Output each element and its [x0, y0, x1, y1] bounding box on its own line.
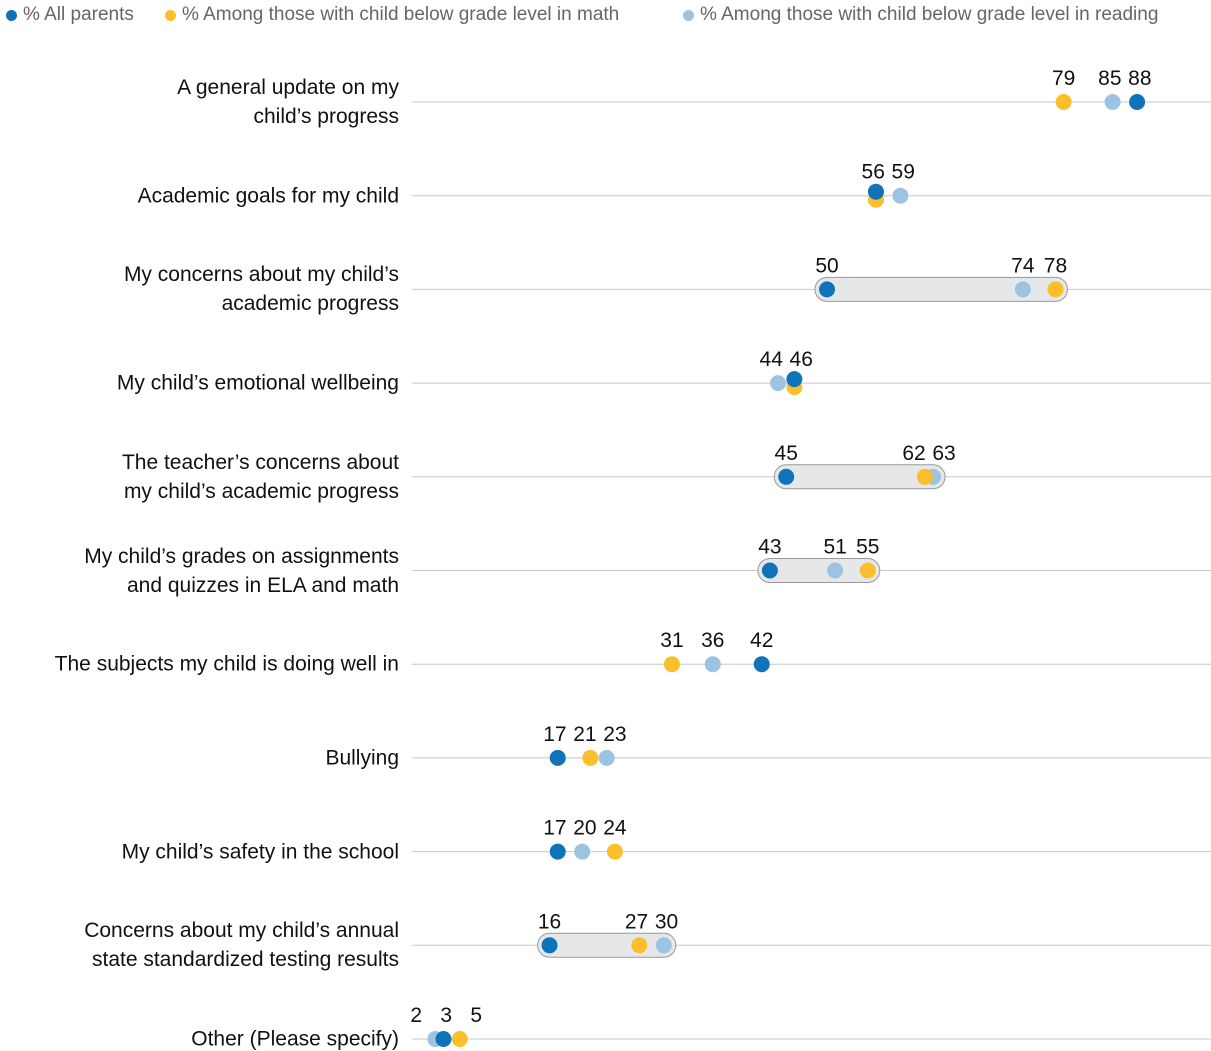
dot — [663, 656, 680, 673]
data-label: 17 — [543, 817, 566, 840]
dot — [819, 281, 835, 298]
range-capsule — [773, 464, 946, 490]
category-label: Academic goals for my child — [137, 184, 399, 208]
category-label: My child’s emotional wellbeing — [116, 371, 399, 395]
data-label: 88 — [1128, 67, 1151, 90]
category-label: The teacher’s concerns about my child’s … — [121, 450, 399, 503]
legend-item: % All parents — [6, 4, 134, 26]
data-label: 27 — [625, 910, 648, 933]
data-label: 23 — [603, 723, 626, 746]
legend-item: % Among those with child below grade lev… — [165, 4, 619, 26]
dot — [574, 843, 591, 860]
data-label: 78 — [1044, 254, 1067, 277]
data-label: 21 — [573, 723, 596, 746]
dot — [704, 656, 721, 673]
dot — [770, 375, 787, 392]
category-label: The subjects my child is doing well in — [54, 652, 399, 676]
dot — [655, 937, 672, 954]
legend-swatch — [165, 9, 176, 21]
dot — [778, 468, 795, 485]
data-label: 55 — [856, 536, 879, 559]
data-label: 79 — [1052, 67, 1075, 90]
data-label: 5 — [470, 1004, 482, 1027]
data-label: 45 — [775, 442, 798, 465]
dot — [582, 749, 599, 766]
data-label: 42 — [750, 629, 773, 652]
range-capsule — [814, 276, 1068, 302]
category-label: My child’s grades on assignments and qui… — [84, 544, 399, 597]
data-label: 50 — [815, 254, 838, 277]
dot — [549, 843, 566, 860]
dot — [867, 183, 884, 200]
data-label: 85 — [1098, 67, 1121, 90]
dot — [892, 187, 909, 204]
data-label: 20 — [573, 817, 596, 840]
data-label: 51 — [823, 536, 846, 559]
dot — [1014, 281, 1031, 298]
data-label: 3 — [440, 1004, 452, 1027]
dot — [761, 562, 778, 579]
dot — [916, 468, 933, 485]
data-label: 31 — [660, 629, 683, 652]
data-label: 63 — [932, 442, 955, 465]
data-label: 46 — [790, 348, 813, 371]
dot — [606, 843, 623, 860]
dot — [1104, 94, 1121, 110]
data-label: 24 — [603, 817, 627, 840]
category-label: My concerns about my child’s academic pr… — [123, 263, 399, 316]
data-label: 62 — [902, 442, 925, 465]
legend-label: % Among those with child below grade lev… — [700, 4, 1159, 25]
legend-item: % Among those with child below grade lev… — [683, 4, 1158, 26]
data-label: 56 — [862, 161, 885, 184]
data-label: 17 — [543, 723, 566, 746]
data-label: 43 — [758, 536, 781, 559]
data-label: 44 — [760, 348, 784, 371]
dot — [1047, 281, 1064, 298]
dot — [1129, 94, 1146, 110]
dot — [786, 371, 803, 388]
dot — [753, 656, 770, 673]
dot — [1055, 94, 1072, 110]
dot — [435, 1031, 452, 1047]
dot — [549, 749, 566, 766]
data-label: 16 — [538, 910, 561, 933]
dot — [859, 562, 876, 579]
legend-label: % All parents — [23, 4, 134, 25]
data-label: 74 — [1011, 254, 1035, 277]
dot — [541, 937, 558, 954]
range-capsule — [757, 558, 881, 583]
dot — [827, 562, 844, 579]
range-capsule — [537, 932, 677, 958]
dot — [451, 1031, 468, 1047]
legend-swatch — [6, 9, 17, 21]
legend-swatch — [683, 9, 694, 21]
category-label: Other (Please specify) — [191, 1027, 399, 1051]
category-label: A general update on my child’s progress — [177, 76, 399, 128]
data-label: 36 — [701, 629, 724, 652]
dot — [631, 937, 648, 954]
category-label: Concerns about my child’s annual state s… — [84, 919, 399, 972]
category-label: My child’s safety in the school — [121, 840, 399, 864]
dot — [598, 749, 615, 766]
category-label: Bullying — [325, 746, 399, 770]
legend-label: % Among those with child below grade lev… — [182, 4, 620, 25]
data-label: 30 — [655, 910, 678, 933]
data-label: 2 — [410, 1004, 422, 1027]
data-label: 59 — [892, 161, 915, 184]
